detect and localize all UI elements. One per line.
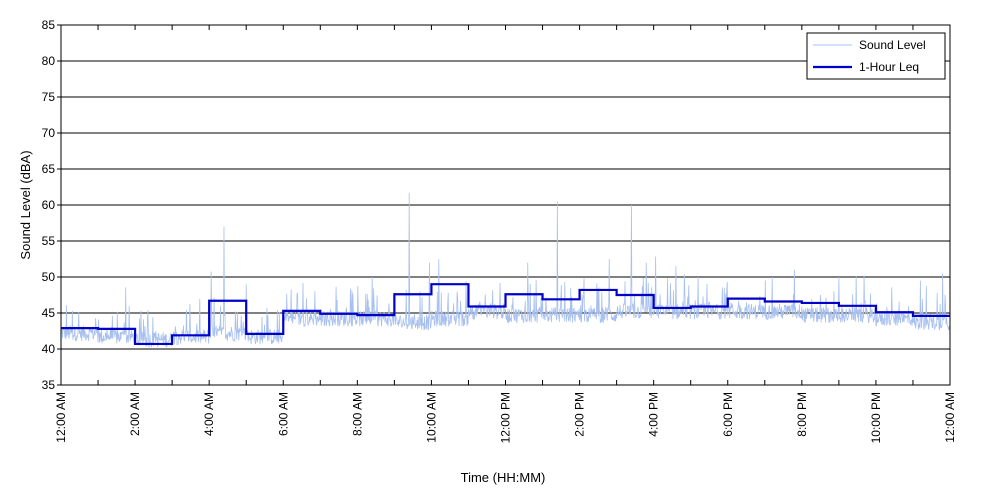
- y-tick-label: 40: [42, 342, 56, 356]
- y-tick-label: 80: [42, 54, 56, 68]
- x-tick-label: 2:00 AM: [128, 392, 142, 436]
- x-tick-label: 10:00 AM: [424, 392, 438, 443]
- x-tick-label: 8:00 PM: [795, 392, 809, 437]
- x-tick-label: 8:00 AM: [350, 392, 364, 436]
- y-tick-label: 75: [42, 90, 56, 104]
- y-tick-label: 35: [42, 378, 56, 392]
- y-axis-label: Sound Level (dBA): [18, 150, 33, 259]
- x-tick-label: 4:00 PM: [647, 392, 661, 437]
- legend-box: [806, 32, 946, 80]
- y-tick-label: 70: [42, 126, 56, 140]
- x-tick-label: 6:00 PM: [721, 392, 735, 437]
- y-tick-label: 85: [42, 18, 56, 32]
- y-tick-label: 65: [42, 162, 56, 176]
- x-tick-label: 4:00 AM: [202, 392, 216, 436]
- legend-label-sound-level: Sound Level: [859, 38, 926, 52]
- legend-label-leq: 1-Hour Leq: [859, 60, 919, 74]
- y-tick-label: 55: [42, 234, 56, 248]
- y-tick-label: 60: [42, 198, 56, 212]
- x-tick-label: 12:00 PM: [499, 392, 513, 443]
- x-axis-label: Time (HH:MM): [461, 470, 546, 485]
- x-tick-label: 6:00 AM: [276, 392, 290, 436]
- y-tick-label: 45: [42, 306, 56, 320]
- x-axis-ticks: 12:00 AM 2:00 AM 4:00 AM 6:00 AM 8:00 AM 10:0…: [54, 25, 957, 443]
- leq-step-line: [61, 283, 950, 346]
- y-axis-ticks: 35 40 45 50 55 60 65 70 75 80 85: [42, 18, 61, 392]
- x-tick-label: 12:00 AM: [54, 392, 68, 443]
- x-tick-label: 12:00 AM: [943, 392, 957, 443]
- y-tick-label: 50: [42, 270, 56, 284]
- leq-series: [61, 283, 950, 346]
- x-tick-label: 10:00 PM: [869, 392, 883, 443]
- legend: Sound Level 1-Hour Leq: [806, 32, 946, 80]
- x-tick-label: 2:00 PM: [573, 392, 587, 437]
